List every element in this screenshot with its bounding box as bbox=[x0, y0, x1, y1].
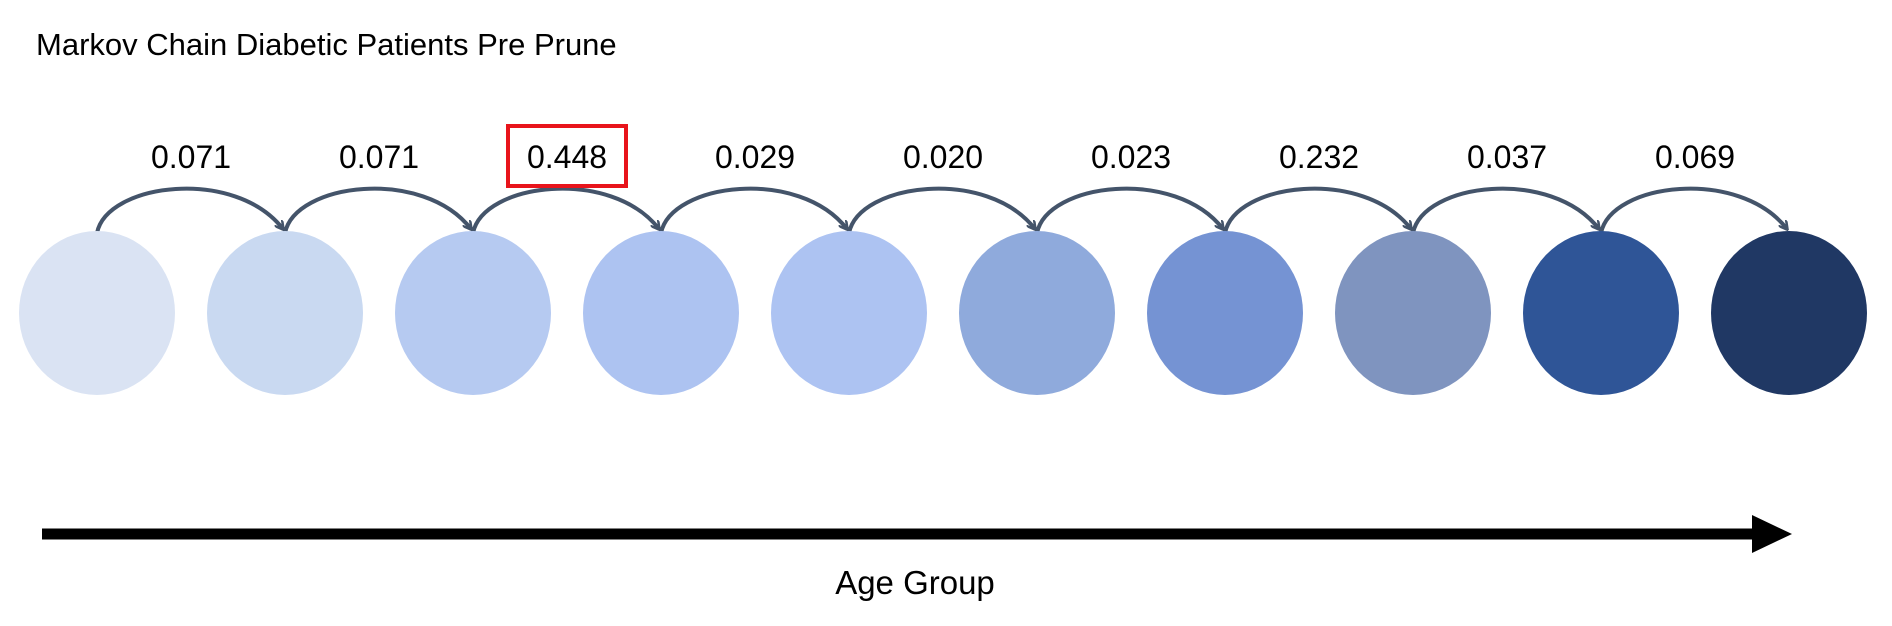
transition-arc-2 bbox=[283, 186, 471, 234]
state-node-2 bbox=[207, 231, 363, 395]
state-node-10 bbox=[1711, 231, 1867, 395]
state-node-3 bbox=[395, 231, 551, 395]
diagram-title: Markov Chain Diabetic Patients Pre Prune bbox=[36, 27, 617, 62]
age-axis-arrowhead-icon bbox=[1752, 515, 1792, 553]
state-node-5 bbox=[771, 231, 927, 395]
state-node-1 bbox=[19, 231, 175, 395]
transition-probability-8: 0.037 bbox=[1467, 139, 1547, 175]
transition-arc-7 bbox=[1223, 186, 1411, 234]
transition-probability-2: 0.071 bbox=[339, 139, 419, 175]
states-layer bbox=[19, 231, 1867, 395]
age-axis bbox=[42, 515, 1792, 553]
transition-probability-3: 0.448 bbox=[527, 139, 607, 175]
transition-probability-1: 0.071 bbox=[151, 139, 231, 175]
age-axis-label: Age Group bbox=[835, 564, 995, 601]
transition-probability-6: 0.023 bbox=[1091, 139, 1171, 175]
transition-probability-9: 0.069 bbox=[1655, 139, 1735, 175]
transition-arc-6 bbox=[1035, 186, 1223, 234]
transition-arc-1 bbox=[95, 186, 283, 234]
highlight-box bbox=[506, 124, 628, 188]
transition-arc-9 bbox=[1599, 186, 1787, 234]
state-node-9 bbox=[1523, 231, 1679, 395]
transition-probability-4: 0.029 bbox=[715, 139, 795, 175]
transition-arc-5 bbox=[847, 186, 1035, 234]
state-node-6 bbox=[959, 231, 1115, 395]
transition-arc-3 bbox=[471, 186, 659, 234]
state-node-7 bbox=[1147, 231, 1303, 395]
transition-probability-7: 0.232 bbox=[1279, 139, 1359, 175]
transition-arc-4 bbox=[659, 186, 847, 234]
state-node-8 bbox=[1335, 231, 1491, 395]
transitions-layer: 0.071 0.071 0.448 0.029 0.020 0.023 0.232 0.037… bbox=[95, 124, 1787, 234]
state-node-4 bbox=[583, 231, 739, 395]
transition-probability-5: 0.020 bbox=[903, 139, 983, 175]
transition-arc-8 bbox=[1411, 186, 1599, 234]
